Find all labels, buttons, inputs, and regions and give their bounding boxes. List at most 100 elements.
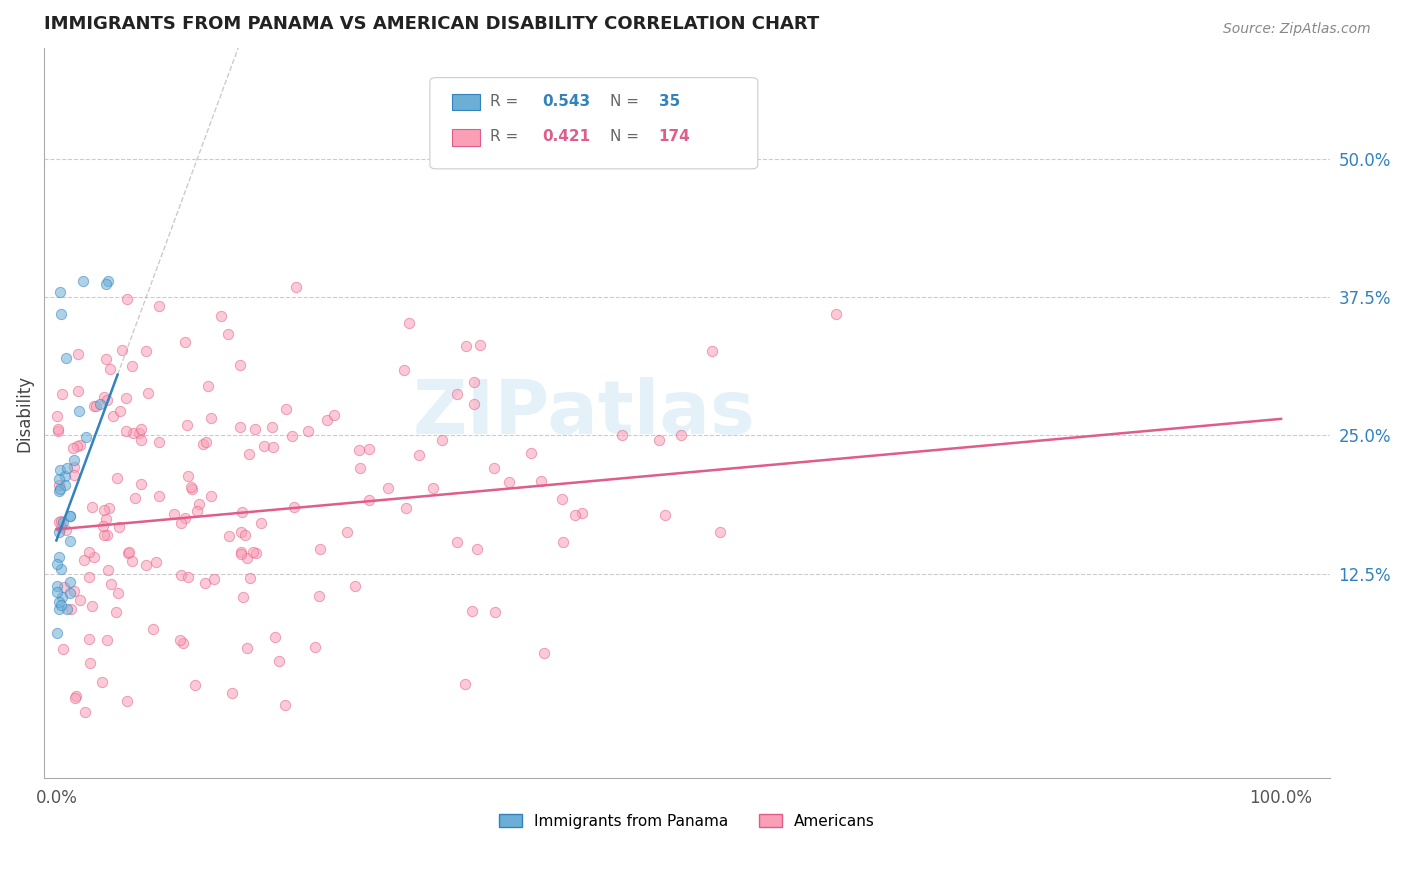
Point xyxy=(148,489,170,503)
Point xyxy=(48,483,70,497)
Point xyxy=(122,425,145,440)
Point xyxy=(484,605,506,619)
Point xyxy=(115,425,138,439)
Point xyxy=(98,362,121,376)
Point xyxy=(49,514,72,528)
Point xyxy=(129,433,152,447)
Point xyxy=(67,384,90,398)
Point xyxy=(359,492,381,507)
Text: N =: N = xyxy=(610,129,638,145)
Text: 0.421: 0.421 xyxy=(541,129,591,145)
Point xyxy=(48,549,70,564)
Point xyxy=(98,501,121,516)
Point xyxy=(463,397,485,411)
Point xyxy=(97,275,120,289)
Point xyxy=(96,393,118,408)
Point xyxy=(83,550,105,565)
Point xyxy=(186,504,208,518)
Point xyxy=(349,461,371,475)
Point xyxy=(297,424,319,438)
Point xyxy=(136,386,159,401)
Point xyxy=(308,589,330,603)
Point xyxy=(200,489,222,503)
Point xyxy=(77,570,100,584)
Point xyxy=(96,512,118,526)
Point xyxy=(235,551,257,566)
Point xyxy=(52,642,75,657)
Point xyxy=(117,694,139,708)
Point xyxy=(648,433,671,447)
Text: N =: N = xyxy=(610,95,638,109)
Point xyxy=(571,507,593,521)
Point xyxy=(377,481,399,495)
Point xyxy=(84,400,107,414)
Point xyxy=(77,545,100,559)
Point xyxy=(83,399,105,413)
Point xyxy=(53,469,76,483)
Point xyxy=(163,507,186,521)
Point xyxy=(69,438,91,452)
Point xyxy=(65,689,87,703)
Point xyxy=(236,641,259,656)
Point xyxy=(408,448,430,462)
Point xyxy=(63,583,86,598)
Point xyxy=(181,482,204,496)
Point xyxy=(75,430,97,444)
Point xyxy=(245,546,267,560)
Point xyxy=(62,460,84,475)
Point xyxy=(482,461,505,475)
Point xyxy=(93,390,115,404)
Point xyxy=(48,602,70,616)
Point xyxy=(465,542,488,557)
Text: 35: 35 xyxy=(659,95,681,109)
Point xyxy=(274,401,297,416)
Point xyxy=(121,554,143,568)
Point xyxy=(395,501,418,516)
Point xyxy=(231,505,253,519)
Point xyxy=(67,404,90,418)
Point xyxy=(117,546,139,560)
Point xyxy=(209,309,232,323)
Point xyxy=(551,491,574,506)
Point xyxy=(461,604,484,618)
Point xyxy=(145,555,167,569)
Point xyxy=(114,391,136,405)
Text: Source: ZipAtlas.com: Source: ZipAtlas.com xyxy=(1223,22,1371,37)
Point xyxy=(242,545,264,559)
Point xyxy=(173,511,195,525)
Point xyxy=(46,579,69,593)
Point xyxy=(281,428,304,442)
Text: R =: R = xyxy=(491,129,519,145)
Point xyxy=(93,528,115,542)
Point xyxy=(69,592,91,607)
Point xyxy=(177,469,200,483)
Point xyxy=(316,413,339,427)
Point xyxy=(520,445,543,459)
Point xyxy=(60,601,83,615)
Point xyxy=(48,484,70,499)
Point xyxy=(105,605,128,619)
Point xyxy=(129,422,152,436)
Text: ZIPatlas: ZIPatlas xyxy=(413,376,755,450)
Point xyxy=(454,677,477,691)
Point xyxy=(533,647,555,661)
Point xyxy=(233,528,256,542)
Point xyxy=(264,630,287,644)
Point xyxy=(194,575,217,590)
FancyBboxPatch shape xyxy=(451,95,479,111)
Point xyxy=(228,359,250,373)
Point xyxy=(232,590,254,604)
Point xyxy=(553,535,575,549)
Point xyxy=(77,632,100,646)
Point xyxy=(284,280,307,294)
Point xyxy=(229,420,252,434)
Point xyxy=(82,599,104,613)
Point xyxy=(253,439,276,453)
Point xyxy=(229,545,252,559)
Point xyxy=(398,316,420,330)
Point xyxy=(48,472,70,486)
Point xyxy=(107,585,129,599)
Point xyxy=(55,351,77,365)
Point xyxy=(94,351,117,366)
Point xyxy=(59,509,82,524)
